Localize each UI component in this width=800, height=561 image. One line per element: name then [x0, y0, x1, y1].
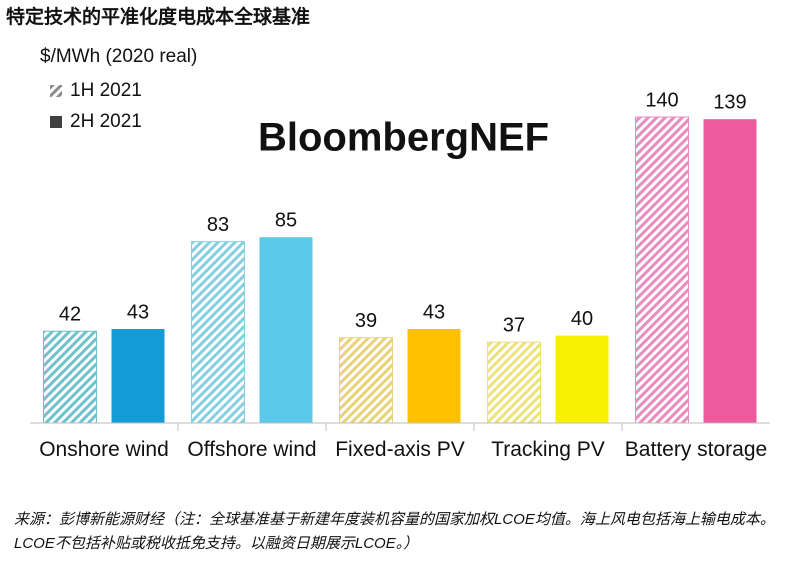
bar	[407, 329, 461, 423]
value-label: 37	[503, 314, 525, 336]
bar	[191, 241, 245, 424]
y-axis-label: $/MWh (2020 real)	[40, 46, 197, 67]
bar	[555, 335, 609, 423]
legend-label: 1H 2021	[70, 80, 142, 101]
legend-swatch	[50, 85, 62, 97]
bar	[635, 116, 689, 424]
value-label: 140	[645, 89, 678, 111]
chart-title: 特定技术的平准化度电成本全球基准	[6, 5, 310, 28]
bar	[487, 341, 541, 424]
value-label: 40	[571, 308, 593, 330]
x-tick-label: Fixed-axis PV	[335, 438, 465, 461]
value-label: 43	[423, 301, 445, 323]
x-tick-label: Battery storage	[624, 438, 768, 461]
legend-swatch	[50, 116, 62, 128]
bar	[259, 237, 313, 423]
bar	[43, 330, 97, 424]
value-label: 139	[713, 91, 746, 113]
x-tick-label: Onshore wind	[39, 438, 169, 461]
bar	[703, 119, 757, 423]
value-label: 85	[275, 209, 297, 231]
watermark: BloombergNEF	[258, 116, 549, 160]
legend-label: 2H 2021	[70, 111, 142, 132]
source-note: 来源：彭博新能源财经（注：全球基准基于新建年度装机容量的国家加权LCOE均值。海…	[14, 511, 775, 552]
x-tick-label: Tracking PV	[491, 438, 605, 461]
value-label: 39	[355, 310, 377, 332]
bar	[111, 329, 165, 423]
value-label: 42	[59, 303, 81, 325]
bar	[339, 337, 393, 424]
value-label: 83	[207, 214, 229, 236]
value-label: 43	[127, 301, 149, 323]
x-tick-label: Offshore wind	[187, 438, 317, 461]
